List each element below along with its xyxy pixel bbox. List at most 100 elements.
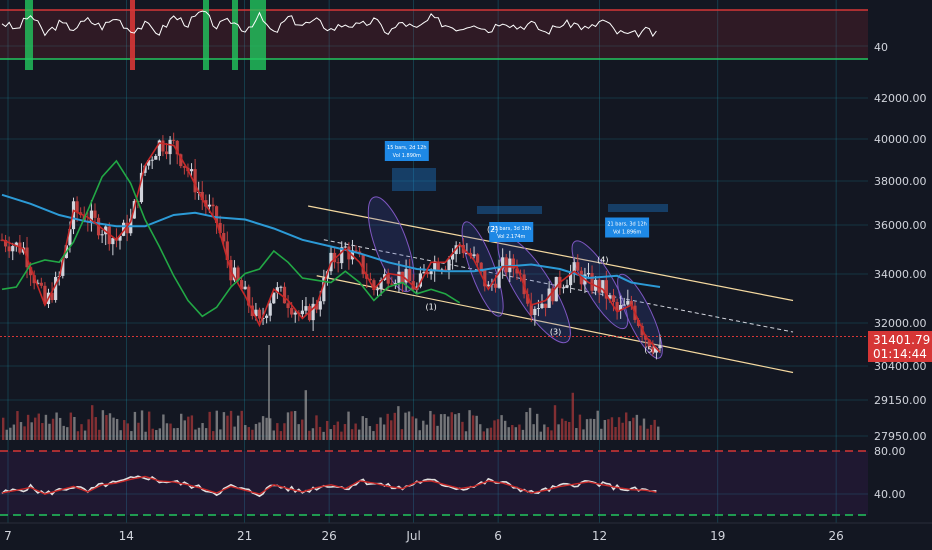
signal-highlight [250, 0, 266, 70]
candle-body [225, 241, 229, 261]
candle-body [472, 254, 476, 257]
candle-body [590, 273, 594, 291]
candle-body [418, 273, 423, 287]
candle-body [11, 246, 15, 252]
volume-bar [311, 428, 315, 440]
candle-body [14, 242, 18, 247]
volume-bar [251, 429, 254, 440]
candle-body [397, 271, 401, 283]
candle-body [626, 300, 630, 305]
candle-body [450, 254, 455, 260]
candle-body [611, 295, 616, 302]
price-axis: 42000.00 40000.00 38000.00 36000.00 34000.00… [874, 92, 927, 443]
volume-bar [23, 426, 26, 440]
volume-bar [379, 417, 382, 440]
candle-body [268, 303, 272, 316]
volume-bar [393, 412, 396, 440]
volume-bar [30, 422, 33, 440]
volume-bar [575, 428, 578, 440]
wave-labels: (1) (2) (3) (4) (5) [425, 225, 655, 354]
volume-bar [315, 415, 318, 440]
bottom-indicator-panel [0, 450, 868, 516]
candle-body [121, 222, 126, 236]
volume-bar [425, 424, 429, 440]
volume-bar [400, 429, 404, 440]
volume-bar [58, 417, 62, 440]
volume-bar [343, 424, 347, 440]
volume-bar [500, 415, 503, 440]
volume-bar [94, 417, 97, 440]
candle-body [318, 301, 322, 310]
volume-bar [208, 411, 211, 440]
candle-body [200, 191, 204, 201]
date-tick-label: 21 [237, 529, 252, 543]
candle-body [601, 280, 605, 293]
volume-bar [596, 410, 599, 440]
volume-bar [172, 428, 176, 440]
volume-bar [126, 423, 129, 440]
bottom-indicator-tick: 40.00 [874, 488, 906, 501]
candle-body [75, 201, 79, 213]
candle-body [322, 277, 326, 302]
candle-body [150, 159, 154, 161]
volume-bar [543, 424, 546, 440]
volume-bar [304, 390, 307, 440]
candle-body [447, 259, 451, 271]
price-tick-label: 29150.00 [874, 394, 927, 407]
volume-bar [646, 428, 649, 440]
candle-body [497, 268, 501, 288]
volume-bar [422, 420, 425, 440]
candle-body [247, 286, 251, 306]
top-indicator-tick: 40 [874, 41, 888, 54]
volume-bar [511, 425, 514, 440]
volume-bar [233, 426, 236, 440]
candle-body [511, 258, 515, 269]
volume-bar [19, 422, 23, 440]
candle-body [315, 303, 319, 310]
measure-box-line2: Vol 2.174m [497, 234, 525, 240]
wave-label: (5) [644, 345, 655, 354]
volume-bar [183, 420, 186, 440]
candle-body [658, 345, 662, 349]
candle-body [282, 286, 287, 304]
volume-bar [375, 423, 379, 440]
volume-bar [283, 423, 286, 440]
volume-bar [628, 421, 631, 440]
volume-bar [130, 431, 133, 440]
volume-bar [429, 410, 432, 440]
time-axis: 7 14 21 26 Jul 6 12 19 26 [4, 529, 844, 543]
volume-bar [468, 410, 471, 440]
candle-body [36, 282, 40, 284]
candle-body [422, 272, 426, 274]
candle-body [408, 269, 412, 282]
bottom-indicator-axis: 80.00 40.00 [874, 445, 906, 501]
volume-bar [532, 424, 535, 440]
candle-body [597, 279, 601, 293]
candle-body [540, 303, 544, 309]
volume-bar [507, 427, 510, 440]
candle-body [536, 308, 541, 310]
volume-bar [546, 427, 550, 440]
top-indicator-line [1, 10, 657, 38]
candle-body [161, 140, 165, 152]
measure-box-line2: Vol 1.896m [613, 230, 641, 236]
measure-box-line1: 21 bars, 3d 12h [607, 222, 647, 228]
volume-bar [329, 429, 332, 440]
candle-body [433, 261, 437, 272]
measure-boxes: 15 bars, 2d 12h Vol 1.890m 23 bars, 3d 18h… [384, 141, 668, 242]
candle-body [429, 271, 433, 275]
price-tick-label: 42000.00 [874, 92, 927, 105]
volume-bar [187, 416, 190, 440]
channel-upper-line [307, 205, 794, 302]
volume-bar [336, 421, 340, 440]
date-tick-label: 19 [710, 529, 725, 543]
candle-body [118, 235, 122, 241]
candle-body [254, 309, 258, 317]
wave-label: (2) [487, 225, 498, 234]
candle-body [476, 254, 480, 263]
candle-body [111, 238, 115, 245]
signal-highlight [203, 0, 209, 70]
volume-bar [293, 410, 297, 440]
candle-body [154, 155, 158, 160]
